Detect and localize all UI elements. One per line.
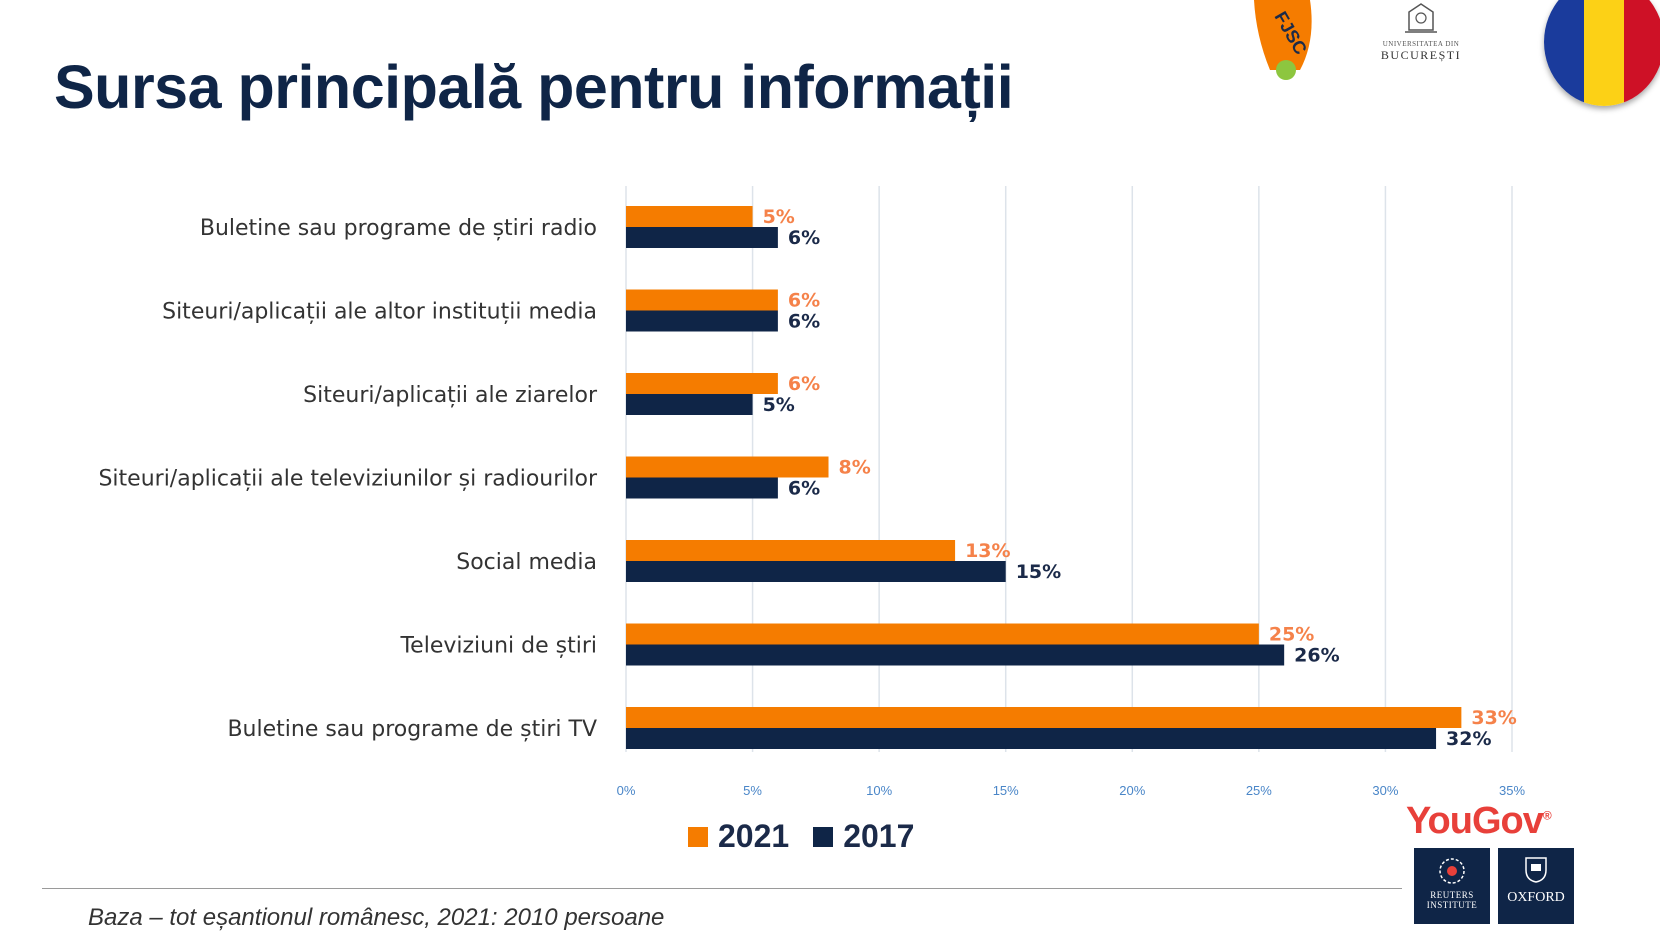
bar-2017 [626,310,778,332]
university-logo-small-text: UNIVERSITATEA DIN [1382,40,1460,48]
legend-label-2017: 2017 [843,818,915,854]
reuters-institute-logo: REUTERS INSTITUTE [1414,848,1490,924]
value-label-2021: 5% [763,206,795,228]
value-label-2017: 6% [788,227,820,249]
value-label-2021: 6% [788,290,820,312]
oxford-university-logo: OXFORD [1498,848,1574,924]
yougov-logo-text: YouGov [1406,800,1544,842]
legend-item-2017: 2017 [813,818,914,855]
footer-divider [42,888,1402,889]
x-tick-label: 20% [1119,783,1145,798]
legend-swatch-2021 [688,826,708,847]
reuters-logo-text: REUTERS INSTITUTE [1426,890,1478,910]
bar-2021 [626,206,753,227]
bar-2021 [626,707,1462,728]
romania-flag-icon [1544,0,1660,106]
legend-item-2021: 2021 [688,818,789,855]
legend-swatch-2017 [813,826,834,847]
bar-2021 [626,623,1259,645]
value-label-2021: 8% [839,457,871,479]
category-label: Siteuri/aplicații ale televiziunilor și … [98,467,597,492]
category-label: Buletine sau programe de știri radio [200,216,597,241]
category-label: Televiziuni de știri [399,634,597,659]
oxford-logo-text: OXFORD [1507,890,1565,905]
x-tick-label: 30% [1372,783,1398,798]
value-label-2021: 33% [1471,707,1516,729]
reuters-globe-icon [1439,858,1465,884]
value-label-2021: 6% [788,373,820,395]
bar-2017 [626,227,778,248]
value-label-2017: 5% [763,394,795,416]
chart-legend: 2021 2017 [688,818,928,855]
page-title: Sursa principală pentru informații [54,53,1014,121]
x-tick-label: 10% [866,783,892,798]
category-label: Social media [456,550,597,575]
value-label-2021: 25% [1269,624,1314,646]
category-label: Siteuri/aplicații ale altor instituții m… [162,300,597,325]
university-seal-icon [1405,3,1437,33]
x-tick-label: 25% [1246,783,1272,798]
fjsc-logo: FJSC [1250,0,1316,80]
bar-2021 [626,456,829,478]
value-label-2017: 26% [1294,645,1339,667]
bar-2017 [626,728,1437,749]
oxford-crest-icon [1525,857,1547,883]
value-label-2021: 13% [965,540,1010,562]
x-tick-label: 5% [743,783,762,798]
bar-2021 [626,289,778,311]
value-label-2017: 6% [788,311,820,333]
bar-2021 [626,373,778,394]
legend-label-2021: 2021 [718,818,790,854]
value-label-2017: 15% [1016,561,1061,583]
university-logo: UNIVERSITATEA DIN BUCUREȘTI [1366,0,1476,72]
x-tick-label: 15% [993,783,1019,798]
bar-2017 [626,561,1006,582]
yougov-logo: YouGov® [1406,800,1552,842]
category-label: Buletine sau programe de știri TV [227,717,597,742]
x-tick-label: 35% [1499,783,1525,798]
category-label: Siteuri/aplicații ale ziarelor [303,383,598,408]
value-label-2017: 6% [788,478,820,500]
value-label-2017: 32% [1446,728,1491,750]
x-tick-label: 0% [617,783,636,798]
bar-2017 [626,644,1285,666]
bar-2017 [626,477,778,499]
university-logo-name: BUCUREȘTI [1380,48,1462,62]
bar-2017 [626,394,753,415]
bar-2021 [626,540,956,561]
footnote: Baza – tot eșantionul românesc, 2021: 20… [88,904,665,931]
